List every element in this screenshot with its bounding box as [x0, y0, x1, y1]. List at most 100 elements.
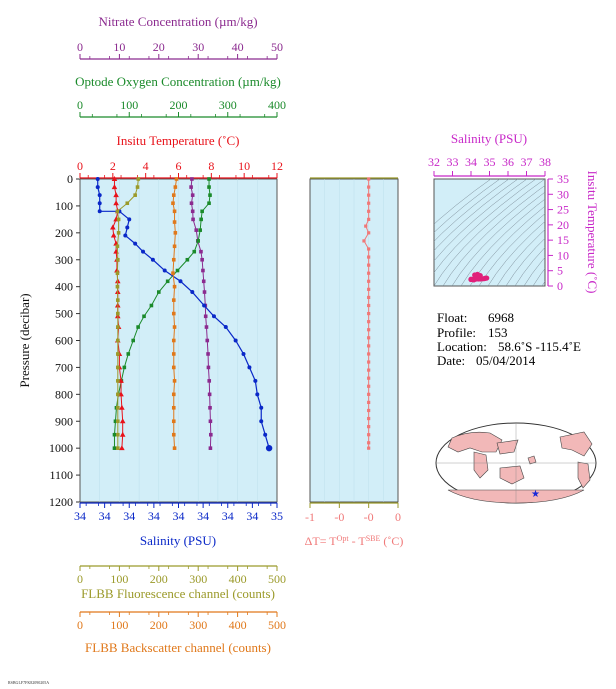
oxygen-point — [185, 257, 190, 262]
salinity-point — [247, 365, 252, 370]
nitrate-point — [194, 228, 199, 232]
ts-density-contour — [514, 247, 545, 286]
dt-panel-series — [362, 177, 371, 450]
salinity-point — [133, 241, 138, 246]
salinity-tick-label: 35 — [271, 509, 283, 523]
nitrate-point — [208, 446, 213, 450]
salinity-point — [162, 268, 167, 273]
nitrate-point — [200, 257, 204, 262]
ts-density-contour — [451, 191, 545, 286]
fluorescence-axis-title: FLBB Fluorescence channel (counts) — [81, 586, 275, 601]
oxygen-tick-label: 100 — [120, 98, 138, 112]
oxygen-axis-title: Optode Oxygen Concentration (µm/kg) — [75, 74, 281, 89]
dt-tick-label: 0 — [395, 510, 401, 524]
dt-title-sup1: Opt — [337, 534, 350, 543]
ts-x-tick-label: 32 — [428, 155, 440, 169]
temperature-tick-label: 6 — [176, 159, 182, 173]
oxygen-point — [113, 419, 118, 424]
float-value: 6968 — [488, 310, 514, 325]
salinity-point — [123, 233, 128, 238]
oxygen-point — [157, 290, 161, 294]
temperature-point — [118, 391, 124, 397]
backscatter-point — [171, 432, 176, 437]
nitrate-point — [189, 185, 193, 189]
oxygen-tick-label: 200 — [170, 98, 188, 112]
backscatter-point — [174, 177, 179, 181]
salinity-point — [190, 290, 195, 295]
dt-point — [367, 247, 371, 251]
salinity-point — [97, 193, 102, 198]
salinity-tick-label: 34 — [246, 509, 258, 523]
salinity-tick-label: 34 — [173, 509, 185, 523]
salinity-point — [178, 279, 183, 284]
salinity-tick-label: 34 — [148, 509, 160, 523]
temperature-tick-label: 4 — [143, 159, 149, 173]
temperature-point — [110, 232, 117, 238]
oxygen-point — [175, 268, 180, 273]
ts-density-contour — [505, 237, 545, 286]
dt-profile-panel: -1 -0 -0 0 ΔT= TOpt - TSBE (˚C) — [305, 177, 403, 548]
ts-x-tick-label: 35 — [484, 155, 496, 169]
salinity-point — [97, 201, 102, 206]
fluorescence-tick-label: 200 — [150, 572, 168, 586]
oxygen-tick-label: 400 — [268, 98, 286, 112]
ts-y-tick-label: 10 — [557, 248, 569, 262]
fluorescence-point — [133, 193, 137, 197]
dt-point — [367, 376, 371, 380]
fluorescence-tick-label: 300 — [189, 572, 207, 586]
nitrate-point — [190, 193, 195, 197]
temperature-point — [119, 404, 125, 410]
dt-tick-label: -1 — [305, 510, 315, 524]
ts-density-contour — [442, 185, 545, 286]
backscatter-point — [171, 392, 176, 397]
dt-point — [367, 217, 371, 221]
dt-point — [367, 400, 371, 405]
profile-label: Profile: — [437, 325, 476, 340]
dt-point — [367, 336, 371, 340]
nitrate-point — [201, 279, 206, 284]
oxygen-point — [126, 352, 131, 356]
backscatter-point — [173, 185, 178, 189]
oxygen-point — [136, 325, 140, 329]
dt-point — [367, 303, 371, 308]
oxygen-point — [149, 303, 154, 308]
nitrate-tick-label: 10 — [113, 40, 125, 54]
salinity-point — [259, 419, 264, 424]
backscatter-tick-label: 400 — [229, 618, 247, 632]
backscatter-point — [171, 338, 176, 343]
nitrate-tick-label: 40 — [232, 40, 244, 54]
dt-point — [367, 263, 371, 267]
ts-density-contour — [434, 179, 492, 225]
ts-density-contour — [434, 179, 519, 252]
ts-x-tick-label: 36 — [502, 155, 514, 169]
oxygen-point — [198, 228, 202, 232]
salinity-point — [241, 351, 246, 356]
oxygen-point — [207, 201, 211, 206]
dt-point — [367, 255, 371, 259]
ts-salinity-title: Salinity (PSU) — [451, 131, 527, 146]
salinity-point — [202, 303, 207, 308]
salinity-tick-label: 34 — [99, 509, 111, 523]
backscatter-point — [172, 220, 177, 224]
ts-density-contour — [496, 229, 545, 286]
temperature-point — [119, 431, 126, 437]
nitrate-point — [202, 290, 207, 294]
dt-point — [367, 441, 371, 445]
temperature-tick-label: 2 — [110, 159, 116, 173]
pressure-tick-label: 0 — [67, 172, 73, 186]
backscatter-point — [172, 325, 177, 329]
backscatter-point — [171, 311, 176, 316]
backscatter-point — [172, 379, 177, 383]
salinity-point — [255, 392, 260, 397]
fluorescence-point — [116, 338, 120, 343]
dt-point — [362, 239, 366, 243]
ts-point — [477, 273, 483, 279]
dt-point — [367, 320, 371, 324]
fluorescence-point — [136, 177, 141, 181]
nitrate-tick-label: 50 — [271, 40, 283, 54]
dt-tick-label: -0 — [364, 510, 374, 524]
nitrate-tick-label: 20 — [153, 40, 165, 54]
oxygen-point — [199, 217, 203, 222]
temperature-point — [113, 200, 119, 206]
fluorescence-point — [115, 209, 120, 214]
